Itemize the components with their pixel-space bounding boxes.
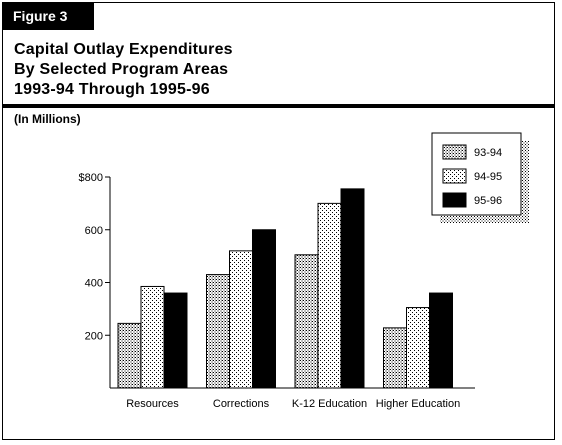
bar-94-95-resources bbox=[140, 285, 165, 389]
axes: 200 400 600 $800 bbox=[79, 172, 475, 389]
y-tick-label: 600 bbox=[85, 225, 103, 237]
y-tick-label: 400 bbox=[85, 278, 103, 290]
bar-93-94-resources bbox=[117, 322, 142, 389]
bar-93-94-k-12-education bbox=[294, 254, 319, 389]
x-tick-label: Higher Education bbox=[376, 398, 460, 410]
figure-label: Figure 3 bbox=[3, 3, 94, 30]
legend-label: 93-94 bbox=[474, 147, 502, 159]
title-rule bbox=[2, 104, 555, 108]
y-tick-label: 200 bbox=[85, 330, 103, 342]
bar-95-96-corrections bbox=[252, 229, 276, 389]
title-line-2: By Selected Program Areas bbox=[14, 61, 229, 78]
title-line-3: 1993-94 Through 1995-96 bbox=[14, 81, 210, 98]
bars bbox=[117, 188, 453, 389]
bar-95-96-higher-education bbox=[429, 292, 453, 389]
bar-95-96-resources bbox=[163, 292, 188, 389]
y-tick-label: $800 bbox=[79, 172, 103, 184]
legend-swatch bbox=[442, 192, 467, 208]
legend-swatch bbox=[442, 144, 467, 160]
bar-93-94-corrections bbox=[206, 274, 230, 389]
bar-94-95-k-12-education bbox=[317, 202, 342, 389]
x-tick-label: Resources bbox=[126, 398, 179, 410]
chart-title: Capital Outlay Expenditures By Selected … bbox=[14, 40, 233, 100]
x-tick-label: Corrections bbox=[213, 398, 270, 410]
legend-swatch bbox=[442, 168, 467, 184]
legend-label: 94-95 bbox=[474, 171, 502, 183]
units-label: (In Millions) bbox=[14, 112, 81, 126]
legend-label: 95-96 bbox=[474, 195, 502, 207]
bar-93-94-higher-education bbox=[383, 327, 407, 389]
bar-94-95-corrections bbox=[229, 250, 253, 389]
bar-94-95-higher-education bbox=[406, 307, 430, 389]
title-line-1: Capital Outlay Expenditures bbox=[14, 41, 233, 58]
bar-95-96-k-12-education bbox=[340, 188, 365, 389]
legend: 93-94 94-95 95-96 bbox=[431, 132, 529, 223]
x-tick-labels: Resources Corrections K-12 Education Higher… bbox=[126, 398, 460, 410]
x-tick-label: K-12 Education bbox=[292, 398, 367, 410]
